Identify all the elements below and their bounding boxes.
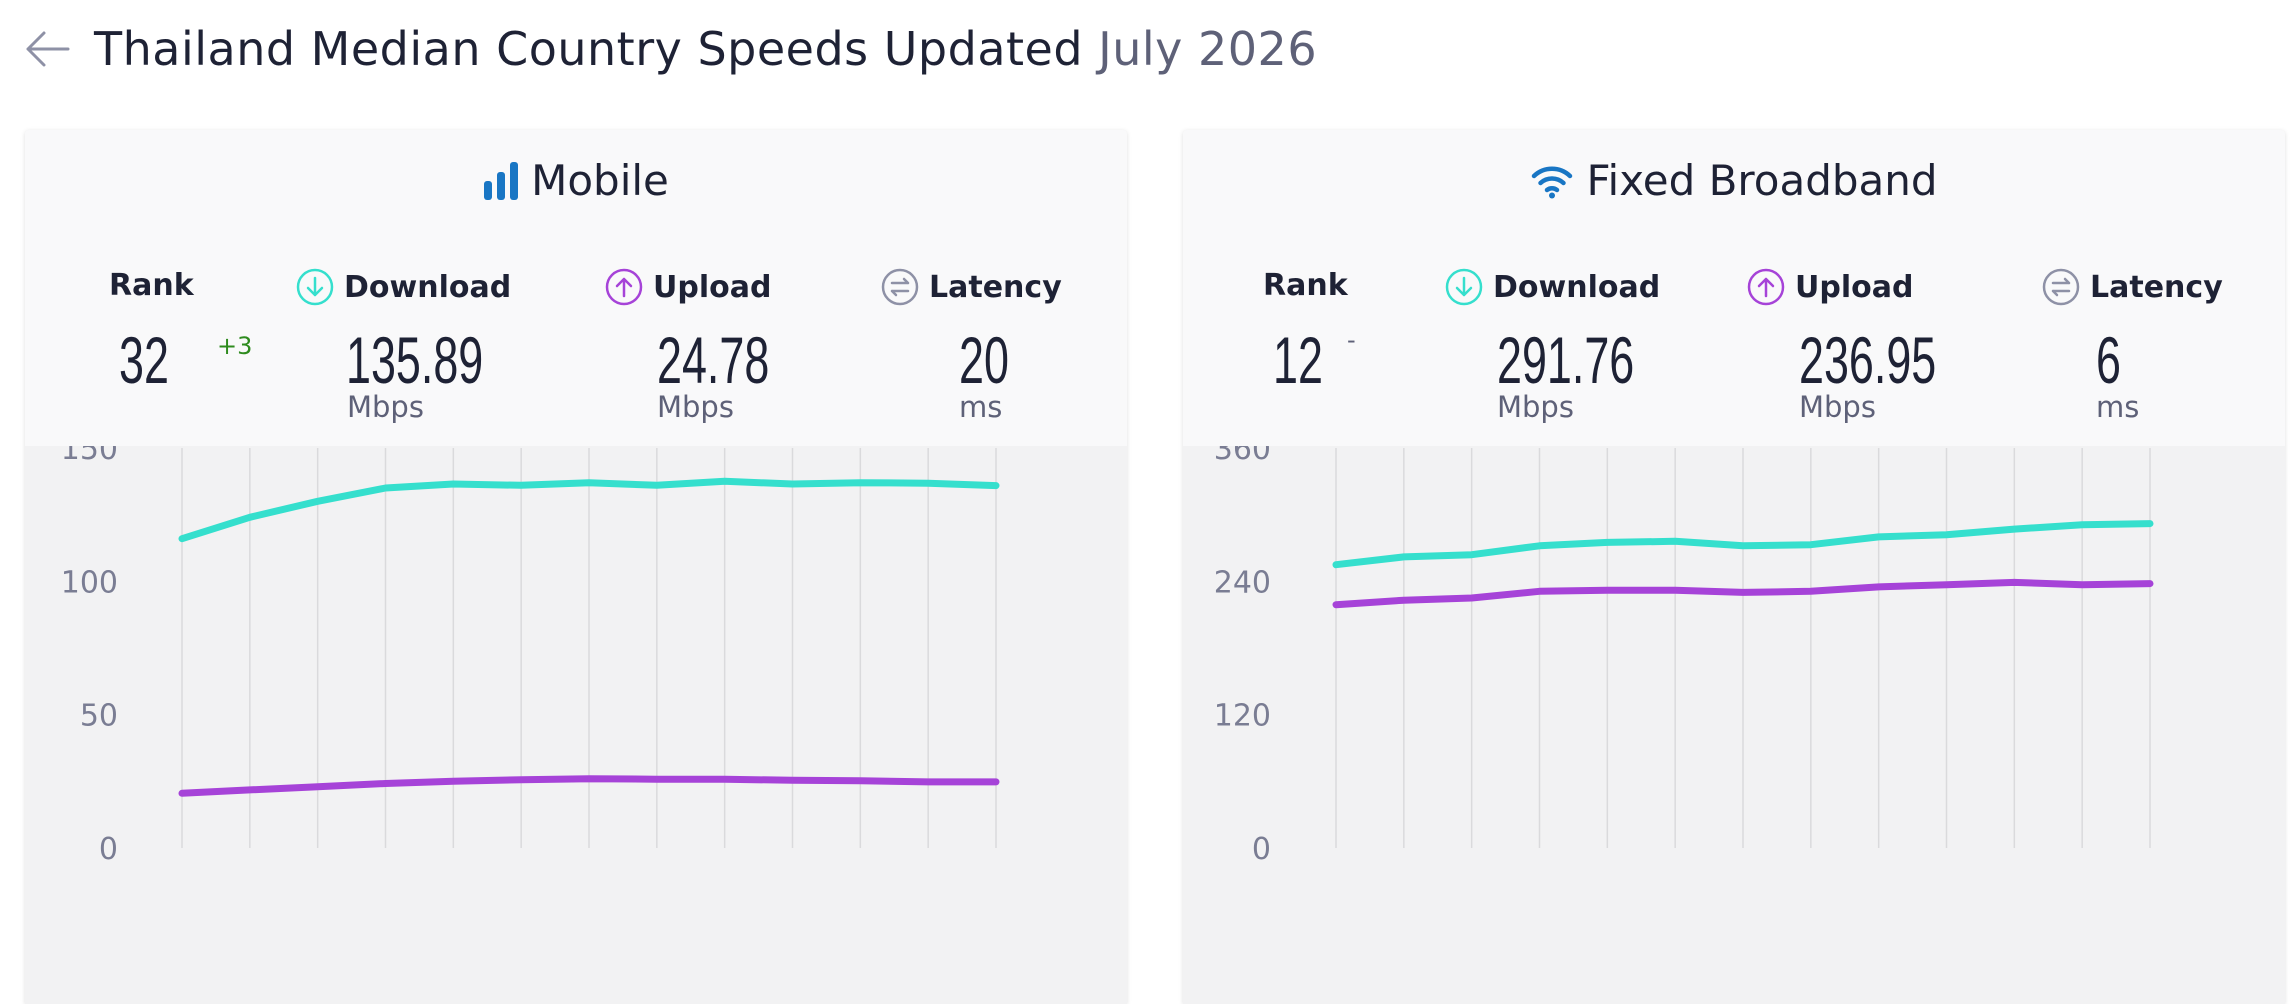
upload-line [1332, 578, 2154, 609]
latency-label: Latency [2042, 268, 2223, 306]
y-tick-label: 0 [99, 832, 118, 867]
y-tick-label: 150 [61, 446, 118, 467]
mobile-upload: Upload 24.78 Mbps [605, 268, 771, 424]
download-label-text: Download [344, 269, 512, 305]
update-date: July 2026 [1098, 22, 1318, 76]
y-tick-label: 360 [1214, 446, 1271, 467]
mobile-speed-chart: 150 100 50 0 [61, 446, 1000, 867]
fixed-download: Download 291.76 Mbps [1445, 268, 1660, 424]
download-label-text: Download [1493, 269, 1661, 305]
download-line [1332, 520, 2154, 569]
mobile-latency: Latency 20 ms [881, 268, 1062, 424]
back-arrow-icon [26, 31, 70, 67]
y-tick-label: 120 [1214, 699, 1271, 734]
rank-label: Rank [109, 268, 194, 303]
download-icon [296, 268, 334, 306]
fixed-broadband-panel: Fixed Broadband Rank 12 - Download 291.7… [1183, 130, 2285, 1004]
latency-label-text: Latency [929, 269, 1062, 305]
y-tick-label: 50 [80, 699, 118, 734]
latency-icon [881, 268, 919, 306]
upload-line [178, 775, 1000, 797]
title-text: Thailand Median Country Speeds Updated [94, 22, 1084, 76]
fixed-panel-title: Fixed Broadband [1183, 156, 2285, 205]
download-value: 135.89 [346, 323, 484, 397]
y-tick-label: 0 [1252, 832, 1271, 867]
mobile-summary: Mobile Rank 32 +3 Download 135.89 Mbps [25, 130, 1127, 446]
upload-unit: Mbps [1799, 390, 1876, 424]
upload-label: Upload [605, 268, 771, 306]
page-header: Thailand Median Country Speeds Updated J… [24, 14, 1317, 84]
mobile-panel-title: Mobile [25, 156, 1127, 205]
upload-value: 236.95 [1799, 323, 1937, 397]
rank-label: Rank [1263, 268, 1348, 303]
latency-value: 6 [2096, 323, 2121, 397]
upload-label-text: Upload [1795, 269, 1914, 305]
latency-label-text: Latency [2090, 269, 2223, 305]
download-icon [1445, 268, 1483, 306]
fixed-speed-chart: 360 240 120 0 [1214, 446, 2154, 867]
fixed-latency: Latency 6 ms [2042, 268, 2223, 424]
fixed-title-label: Fixed Broadband [1586, 156, 1938, 205]
upload-label-text: Upload [653, 269, 772, 305]
mobile-rank: Rank 32 +3 [109, 268, 252, 397]
download-line [178, 477, 1000, 543]
y-tick-label: 240 [1214, 565, 1271, 600]
cellular-signal-icon [484, 161, 519, 200]
fixed-rank: Rank 12 - [1263, 268, 1356, 397]
latency-unit: ms [959, 390, 1003, 424]
mobile-download: Download 135.89 Mbps [296, 268, 511, 424]
mobile-panel: Mobile Rank 32 +3 Download 135.89 Mbps [25, 130, 1127, 1004]
latency-value: 20 [959, 323, 1009, 397]
download-label: Download [1445, 268, 1660, 306]
upload-icon [1747, 268, 1785, 306]
rank-change-badge: - [1347, 326, 1356, 354]
rank-value: 32 [119, 323, 169, 397]
upload-label: Upload [1747, 268, 1913, 306]
mobile-title-label: Mobile [531, 156, 669, 205]
wifi-icon [1532, 166, 1573, 198]
upload-unit: Mbps [657, 390, 734, 424]
download-unit: Mbps [1497, 390, 1574, 424]
rank-change-badge: +3 [217, 332, 253, 360]
fixed-summary: Fixed Broadband Rank 12 - Download 291.7… [1183, 130, 2285, 446]
fixed-upload: Upload 236.95 Mbps [1747, 268, 1936, 424]
download-label: Download [296, 268, 511, 306]
download-value: 291.76 [1497, 323, 1635, 397]
back-button[interactable] [24, 23, 76, 75]
latency-icon [2042, 268, 2080, 306]
latency-unit: ms [2096, 390, 2140, 424]
y-tick-label: 100 [61, 565, 118, 600]
rank-value: 12 [1273, 323, 1323, 397]
page-title: Thailand Median Country Speeds Updated J… [94, 22, 1317, 76]
download-unit: Mbps [347, 390, 424, 424]
latency-label: Latency [881, 268, 1062, 306]
upload-value: 24.78 [657, 323, 770, 397]
upload-icon [605, 268, 643, 306]
